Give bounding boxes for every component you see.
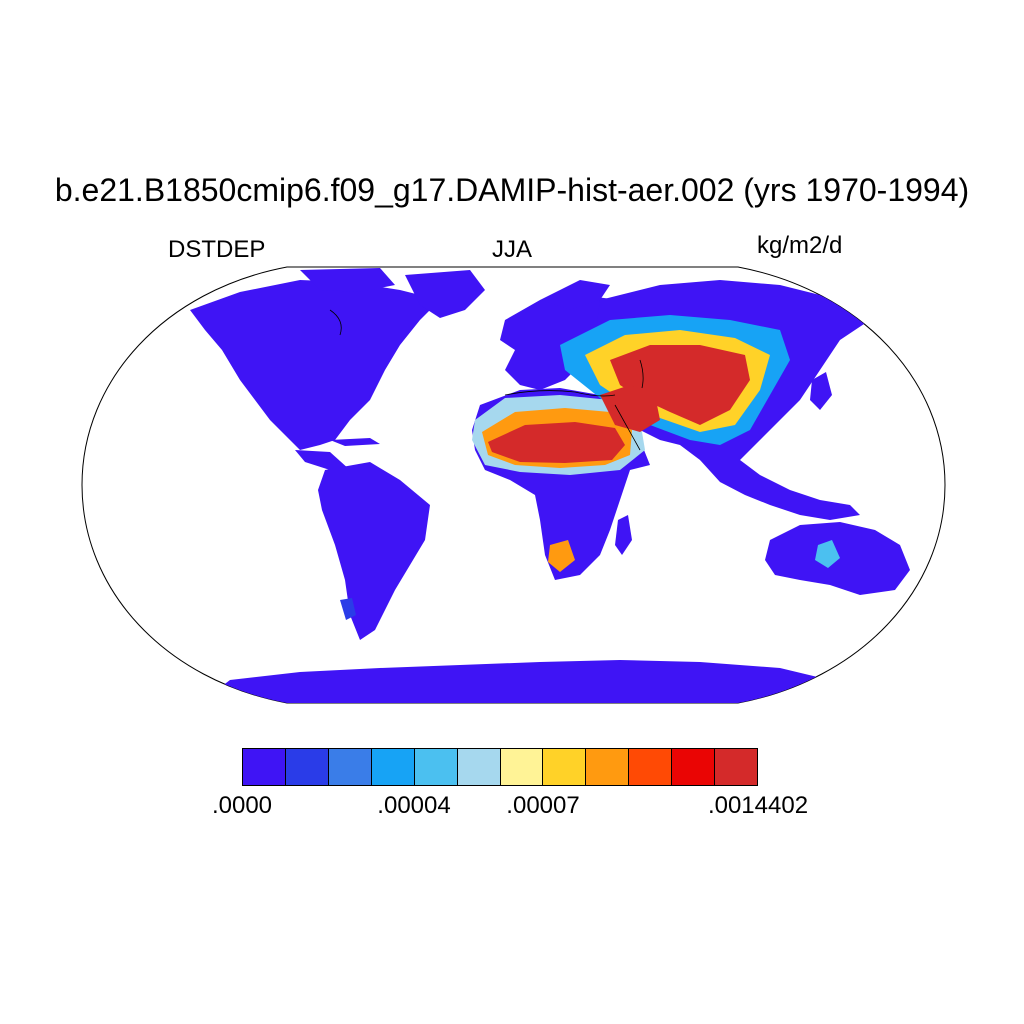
southeast-asia (700, 460, 860, 520)
coastline-caspian (639, 359, 644, 389)
units-label: kg/m2/d (757, 232, 843, 259)
colorbar-swatch (371, 749, 415, 785)
dust-hotspot-sahara (488, 422, 625, 463)
dust-hotspot-asia (610, 345, 750, 425)
europe (500, 295, 620, 390)
colorbar-swatch (243, 749, 286, 785)
colorbar (242, 748, 758, 786)
caribbean (330, 438, 380, 446)
coastline-red-sea (614, 404, 641, 451)
colorbar-swatch (500, 749, 544, 785)
colorbar-label: .00004 (377, 792, 451, 819)
colorbar-label: .0000 (211, 792, 273, 819)
plot-title: b.e21.B1850cmip6.f09_g17.DAMIP-hist-aer.… (54, 172, 970, 208)
colorbar-label: .0014402 (707, 792, 809, 819)
canadian-arctic-islands (300, 268, 395, 292)
colorbar-swatch (672, 749, 716, 785)
colorbar-swatch (586, 749, 630, 785)
dust-spot-patagonia (340, 598, 356, 620)
colorbar-label: .00007 (506, 792, 580, 819)
north-america (190, 280, 440, 450)
coastline-mediterranean (504, 390, 616, 397)
colorbar-swatch (414, 749, 458, 785)
variable-label: DSTDEP (168, 236, 266, 263)
new-zealand (920, 590, 935, 612)
colorbar-swatch (328, 749, 372, 785)
colorbar-swatch (285, 749, 329, 785)
dust-hotspot-arabia (600, 385, 660, 432)
dust-spot-southern-africa (548, 540, 575, 572)
dust-spot-australia (815, 540, 840, 568)
colorbar-swatch (715, 749, 758, 785)
season-label: JJA (491, 236, 532, 263)
scandinavia (540, 280, 610, 310)
south-america (318, 462, 430, 640)
coastline-hudson-bay (329, 309, 342, 336)
colorbar-swatch (543, 749, 587, 785)
colorbar-swatch (457, 749, 501, 785)
japan (810, 372, 832, 410)
colorbar-swatch (629, 749, 673, 785)
madagascar (615, 515, 632, 555)
greenland (405, 270, 485, 318)
antarctica (200, 660, 850, 703)
